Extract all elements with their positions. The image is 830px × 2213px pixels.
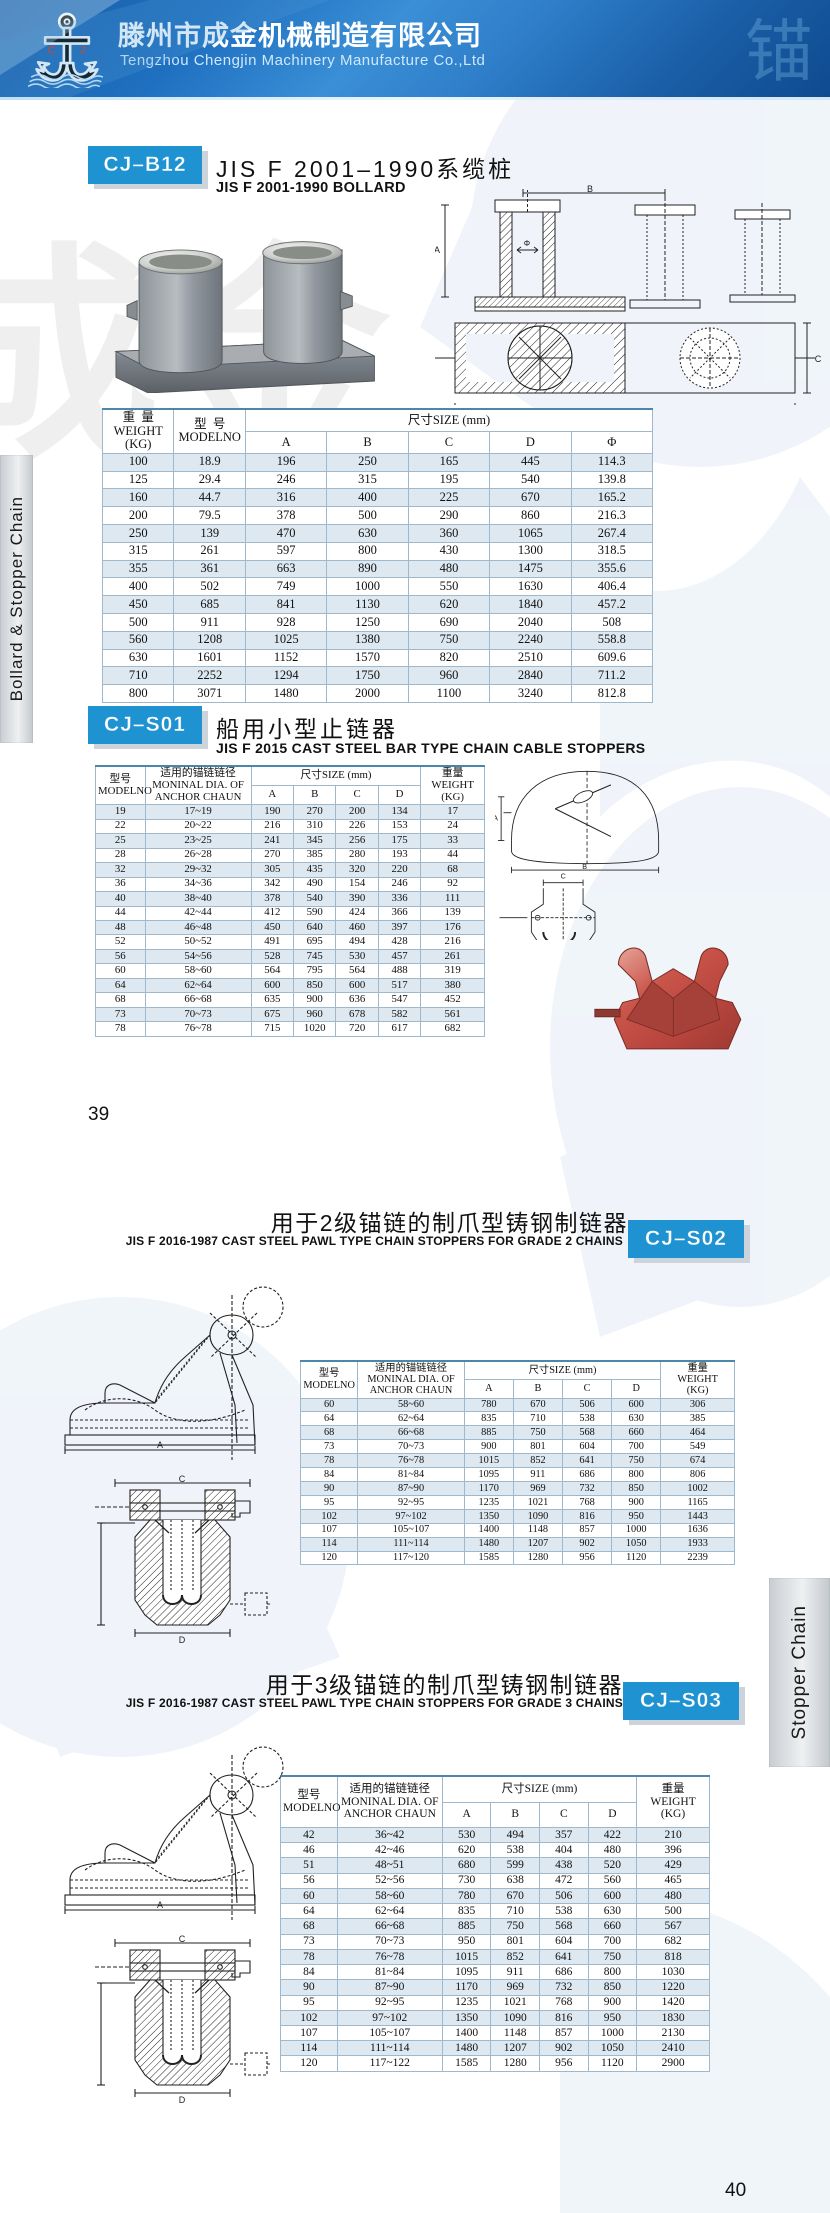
- svg-text:A: A: [157, 1440, 163, 1450]
- svg-text:C: C: [561, 873, 566, 881]
- svg-text:D: D: [179, 1635, 186, 1645]
- svg-text:A: A: [435, 245, 440, 255]
- svg-text:J: J: [80, 45, 86, 57]
- svg-text:C: C: [179, 1475, 186, 1484]
- svg-text:A: A: [157, 1900, 163, 1910]
- svg-text:D: D: [179, 2095, 186, 2105]
- svg-text:A: A: [495, 815, 498, 823]
- svg-text:C: C: [815, 354, 822, 364]
- svg-text:B: B: [582, 863, 587, 871]
- svg-text:Φ: Φ: [524, 239, 530, 248]
- svg-text:C: C: [47, 45, 55, 57]
- svg-text:C: C: [179, 1935, 186, 1944]
- svg-text:B: B: [587, 185, 593, 194]
